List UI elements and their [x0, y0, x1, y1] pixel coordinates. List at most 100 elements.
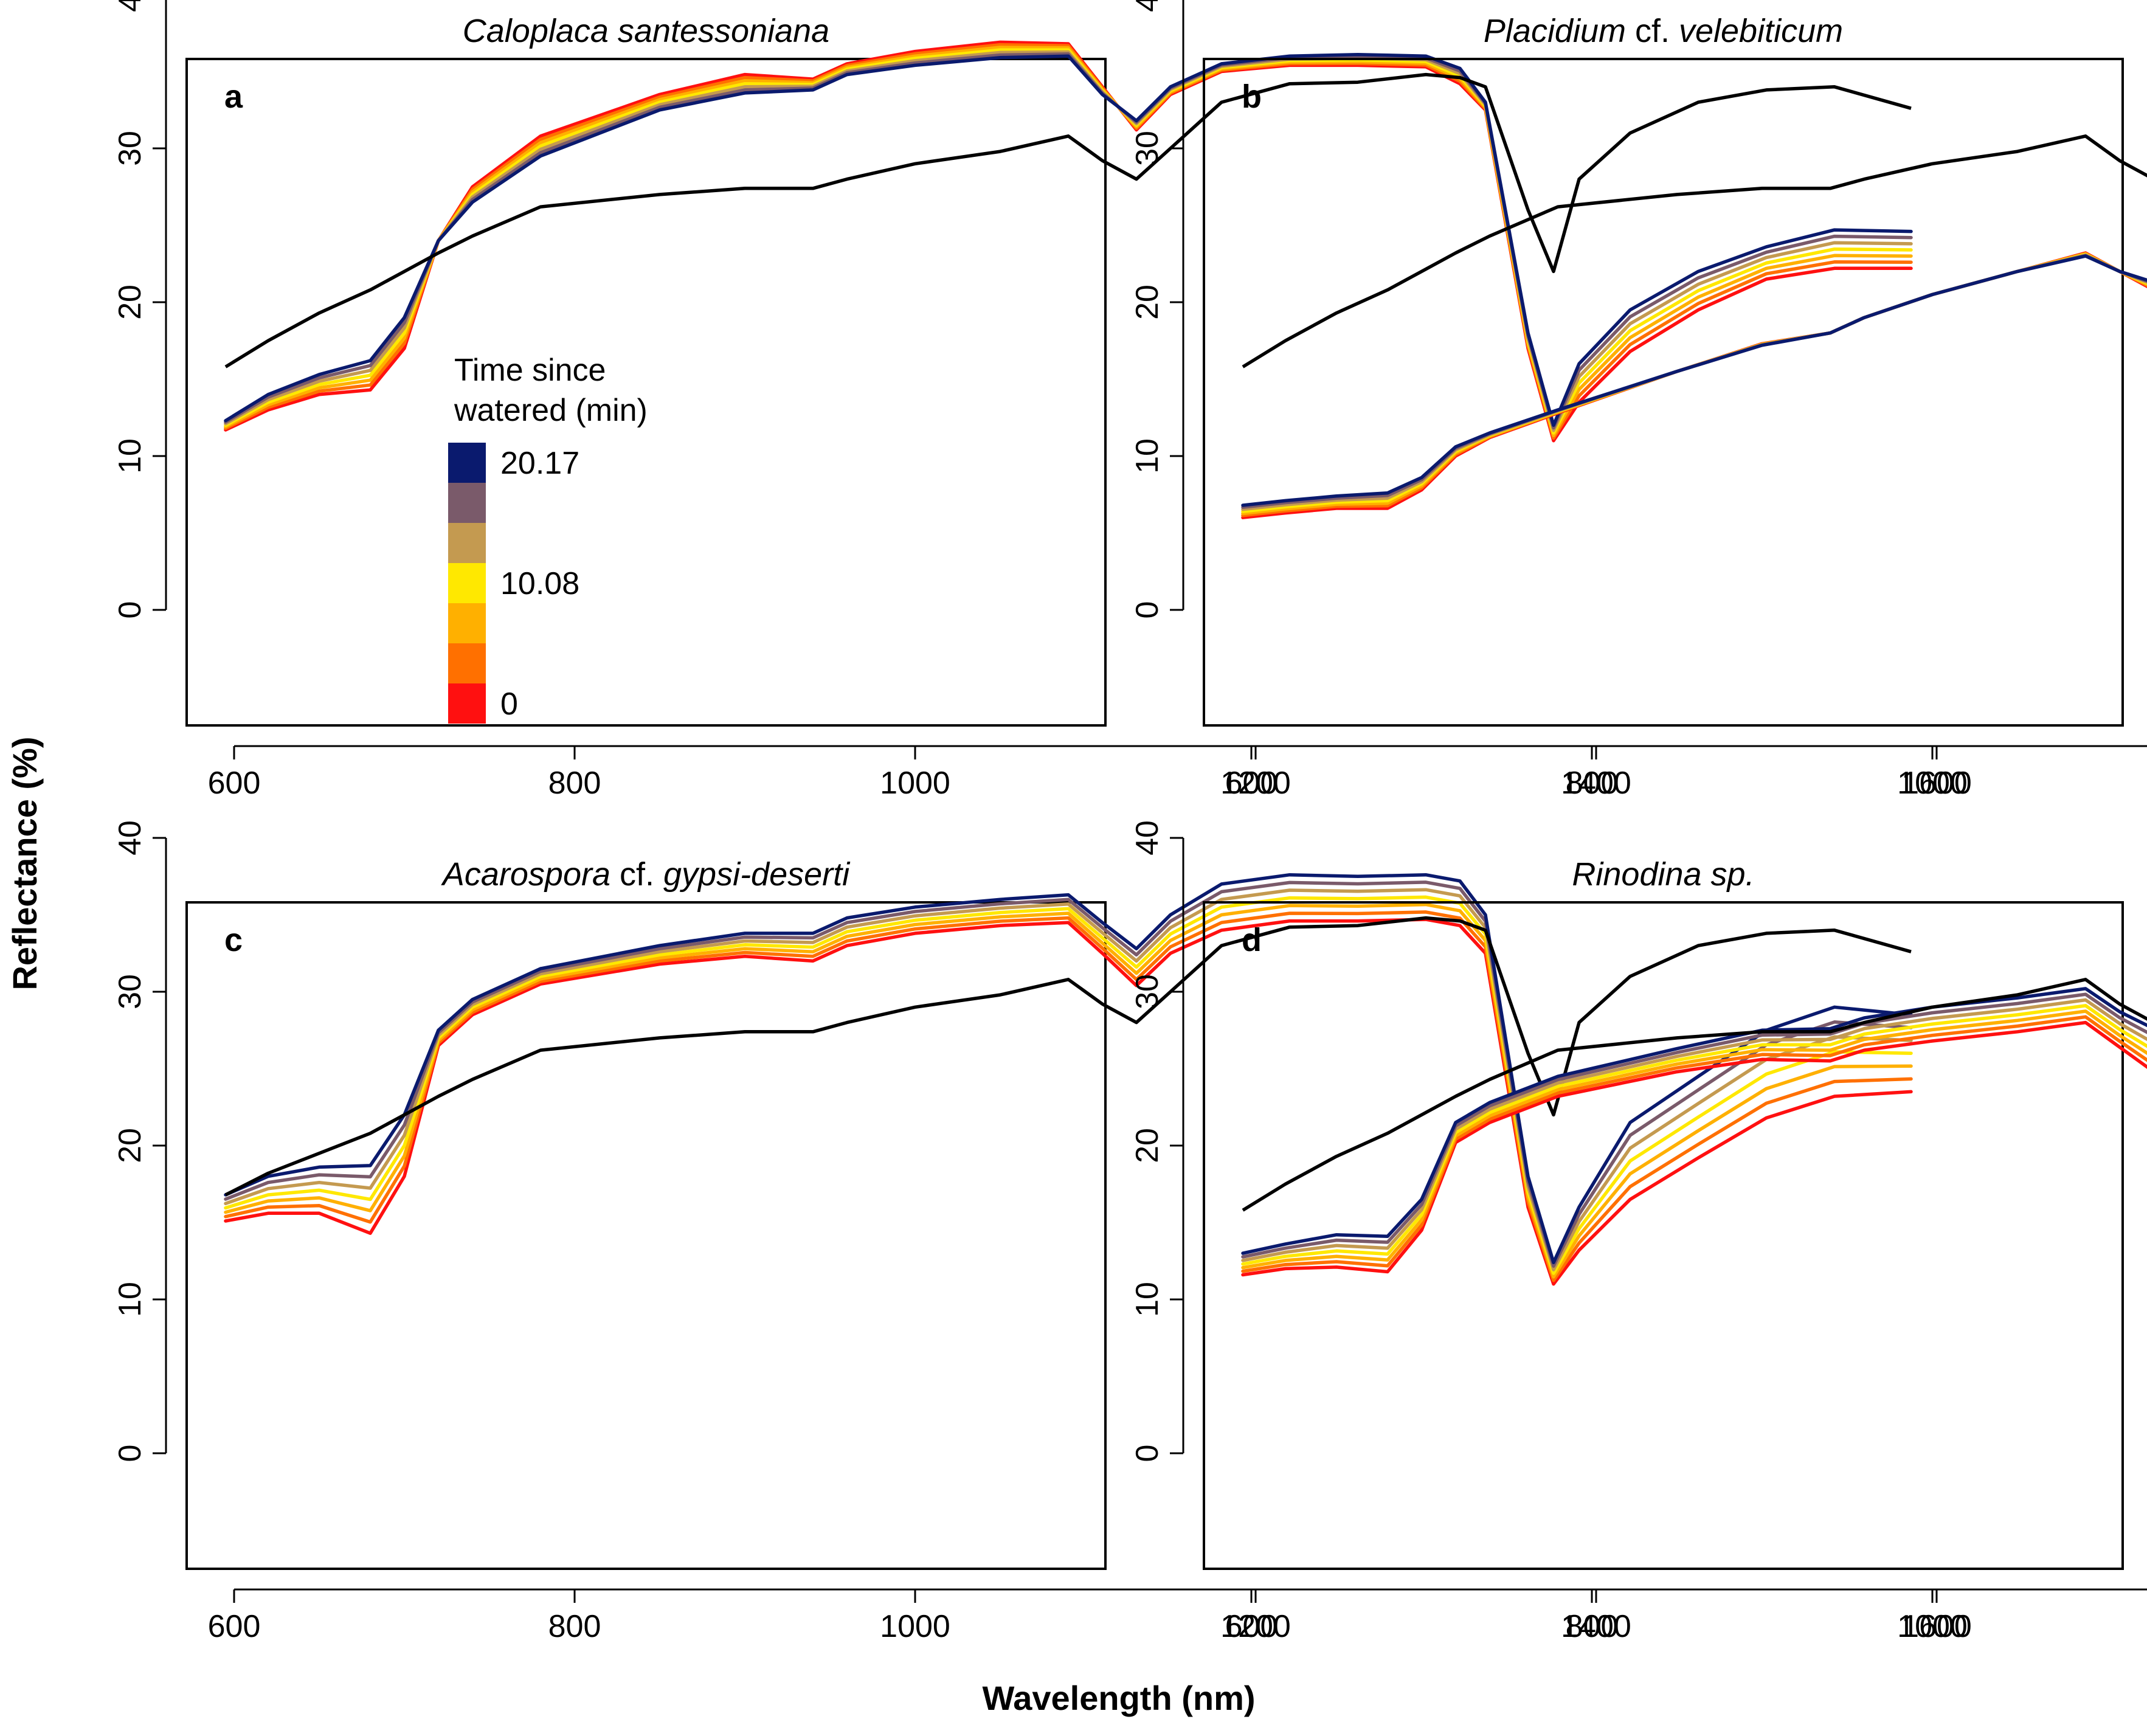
- panel-title: Rinodina sp.: [1572, 856, 1754, 893]
- x-axis-title: Wavelength (nm): [982, 1679, 1255, 1717]
- series-line-6: [224, 918, 1913, 1286]
- reference-line-black: [1242, 978, 2147, 1212]
- y-tick-label: 20: [1130, 1128, 1165, 1163]
- panel-title-part: gypsi-deserti: [663, 856, 851, 893]
- panel-title-part: Caloplaca santessoniana: [463, 13, 829, 49]
- series-line-5: [1241, 252, 2147, 517]
- legend-swatch-3: [448, 563, 486, 603]
- plot-frame: [1203, 901, 2124, 1570]
- y-tick-label: 0: [1130, 1445, 1165, 1462]
- series-line-2: [224, 888, 1913, 1271]
- y-tick-label: 30: [112, 131, 148, 166]
- series-line-5: [1241, 1015, 2147, 1273]
- panel-title-part: cf.: [1626, 13, 1679, 49]
- panel-letter: c: [224, 922, 243, 958]
- series-line-4: [1241, 252, 2147, 516]
- y-tick-label: 20: [112, 1128, 148, 1163]
- legend-swatch-1: [448, 483, 486, 523]
- panel-letter: d: [1242, 922, 1262, 958]
- y-tick-label: 0: [1130, 601, 1165, 619]
- series-line-0: [1241, 987, 2147, 1255]
- legend-label: 20.17: [500, 446, 579, 481]
- x-tick-label: 1200: [1220, 1609, 1291, 1644]
- y-tick-label: 0: [112, 1445, 148, 1462]
- panel-title-part: Placidium: [1484, 13, 1626, 49]
- legend-label: 0: [500, 686, 518, 722]
- legend-swatch-5: [448, 643, 486, 683]
- panel-d: Rinodina sp. d 600 800 1000 1200 1400 1600 0 10 20…: [1130, 820, 2147, 1644]
- legend-title-line1: Time since: [454, 353, 606, 388]
- series-line-1: [1241, 254, 2147, 510]
- legend-swatch-2: [448, 523, 486, 563]
- y-tick-label: 10: [112, 438, 148, 474]
- series-line-6: [1241, 1020, 2147, 1277]
- y-tick-label: 10: [112, 1282, 148, 1317]
- y-tick-label: 40: [1130, 820, 1165, 856]
- series-line-0: [224, 873, 1913, 1265]
- y-tick-label: 0: [112, 601, 148, 619]
- panel-title: Placidium cf. velebiticum: [1484, 13, 1843, 49]
- legend-swatch-0: [448, 443, 486, 483]
- series-line-4: [1241, 1009, 2147, 1270]
- legend-label: 10.08: [500, 566, 579, 601]
- panel-letter: a: [224, 78, 243, 115]
- y-tick-label: 30: [112, 974, 148, 1009]
- x-tick-label: 600: [1225, 1609, 1278, 1644]
- panel-title-part: velebiticum: [1679, 13, 1843, 49]
- legend-swatch-4: [448, 603, 486, 643]
- series-line-0: [224, 52, 1913, 427]
- series-line-3: [224, 895, 1913, 1275]
- series-line-2: [1241, 998, 2147, 1262]
- panel-title: Acarospora cf. gypsi-deserti: [441, 856, 851, 893]
- x-tick-label: 1000: [1897, 1609, 1968, 1644]
- reference-line-black: [1242, 134, 2147, 368]
- y-tick-label: 40: [112, 820, 148, 856]
- x-tick-label: 600: [208, 1609, 261, 1644]
- panel-title-part: Rinodina sp.: [1572, 856, 1754, 893]
- plot-frame: [185, 901, 1107, 1570]
- x-tick-label: 800: [1566, 1609, 1619, 1644]
- legend-swatch-6: [448, 683, 486, 724]
- y-tick-label: 40: [112, 0, 148, 12]
- y-tick-label: 30: [1130, 974, 1165, 1009]
- series-line-2: [1241, 253, 2147, 511]
- x-tick-label: 1400: [1561, 766, 1631, 801]
- x-tick-label: 800: [1566, 766, 1619, 801]
- series-line-1: [1241, 992, 2147, 1259]
- series-line-6: [1241, 251, 2147, 519]
- x-tick-label: 800: [548, 766, 601, 801]
- x-tick-label: 1400: [1561, 1609, 1631, 1644]
- x-tick-label: 1200: [1220, 766, 1291, 801]
- reference-line-black: [224, 916, 1912, 1197]
- y-tick-label: 20: [1130, 285, 1165, 320]
- series-line-0: [1241, 254, 2147, 507]
- series-line-3: [1241, 252, 2147, 513]
- panel-title-part: cf.: [610, 856, 663, 893]
- x-tick-label: 1600: [1901, 1609, 1972, 1644]
- panel-title: Caloplaca santessoniana: [463, 13, 829, 49]
- x-tick-label: 1000: [1897, 766, 1968, 801]
- x-tick-label: 1000: [880, 1609, 950, 1644]
- y-tick-label: 30: [1130, 131, 1165, 166]
- x-tick-label: 1000: [880, 766, 950, 801]
- y-tick-label: 10: [1130, 1282, 1165, 1317]
- y-tick-label: 10: [1130, 438, 1165, 474]
- panel-title-part: Acarospora: [441, 856, 610, 893]
- panel-letter: b: [1242, 78, 1262, 115]
- x-tick-label: 600: [1225, 766, 1278, 801]
- x-tick-label: 1600: [1901, 766, 1972, 801]
- plot-frame: [185, 58, 1107, 727]
- y-tick-label: 20: [112, 285, 148, 320]
- series-line-5: [224, 910, 1913, 1282]
- legend-title-line2: watered (min): [454, 393, 648, 428]
- y-axis-title: Reflectance (%): [5, 736, 44, 990]
- x-tick-label: 800: [548, 1609, 601, 1644]
- reference-line-black: [224, 72, 1912, 368]
- series-line-3: [1241, 1004, 2147, 1266]
- plot-frame: [1203, 58, 2124, 727]
- y-tick-label: 40: [1130, 0, 1165, 12]
- x-tick-label: 600: [208, 766, 261, 801]
